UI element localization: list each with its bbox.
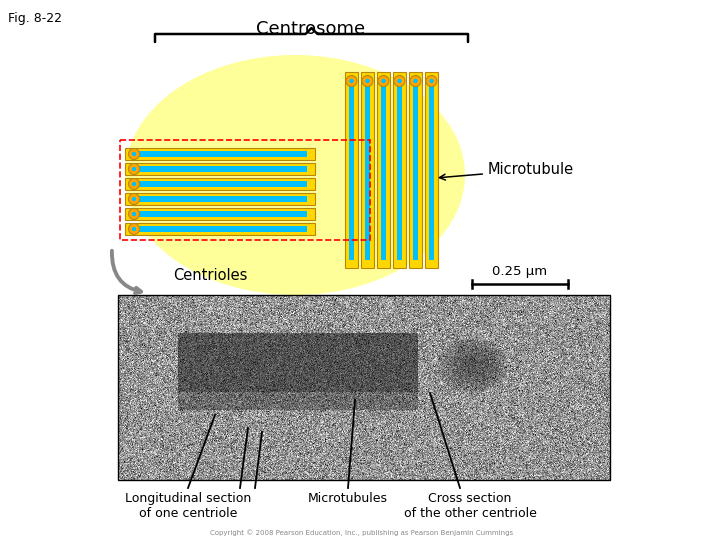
Bar	[118, 295, 610, 480]
Text: Centrosome: Centrosome	[256, 20, 366, 38]
Bar	[345, 72, 358, 268]
Bar	[133, 197, 307, 201]
Bar	[133, 181, 307, 186]
Circle shape	[429, 79, 433, 83]
Circle shape	[413, 79, 418, 83]
Text: 0.25 μm: 0.25 μm	[492, 265, 548, 278]
Circle shape	[397, 79, 402, 83]
Text: Cross section
of the other centriole: Cross section of the other centriole	[404, 492, 536, 520]
Circle shape	[132, 182, 136, 186]
Bar	[377, 72, 390, 268]
Bar	[133, 226, 307, 232]
Circle shape	[410, 76, 421, 86]
Bar	[425, 72, 438, 268]
Bar	[125, 178, 315, 190]
Bar	[125, 208, 315, 220]
Circle shape	[394, 76, 405, 86]
Text: Microtubule: Microtubule	[439, 163, 574, 180]
Bar	[125, 223, 315, 235]
Circle shape	[128, 148, 140, 159]
Circle shape	[128, 164, 140, 174]
Bar	[125, 163, 315, 175]
Circle shape	[128, 193, 140, 205]
Circle shape	[382, 79, 386, 83]
Circle shape	[349, 79, 354, 83]
Circle shape	[426, 76, 437, 86]
Circle shape	[128, 208, 140, 219]
Bar	[393, 72, 406, 268]
Circle shape	[362, 76, 373, 86]
Bar	[397, 80, 402, 260]
Circle shape	[132, 197, 136, 201]
Circle shape	[128, 179, 140, 190]
Bar	[125, 193, 315, 205]
Circle shape	[132, 212, 136, 216]
Circle shape	[346, 76, 357, 86]
Bar	[348, 80, 354, 260]
Circle shape	[132, 152, 136, 156]
Circle shape	[132, 167, 136, 171]
Bar	[120, 140, 370, 240]
Circle shape	[378, 76, 389, 86]
Text: Longitudinal section
of one centriole: Longitudinal section of one centriole	[125, 492, 251, 520]
Circle shape	[365, 79, 369, 83]
Bar	[413, 80, 418, 260]
Bar	[361, 72, 374, 268]
Bar	[133, 166, 307, 172]
Ellipse shape	[125, 55, 465, 295]
Bar	[365, 80, 370, 260]
Text: Fig. 8-22: Fig. 8-22	[8, 12, 62, 25]
Bar	[133, 212, 307, 217]
Bar	[125, 148, 315, 160]
Bar	[133, 152, 307, 157]
Text: Microtubules: Microtubules	[308, 492, 388, 505]
Circle shape	[128, 224, 140, 234]
Text: Centrioles: Centrioles	[173, 268, 247, 283]
Circle shape	[132, 227, 136, 231]
Text: Copyright © 2008 Pearson Education, Inc., publishing as Pearson Benjamin Cumming: Copyright © 2008 Pearson Education, Inc.…	[210, 529, 513, 536]
Bar	[429, 80, 434, 260]
Bar	[381, 80, 386, 260]
Bar	[409, 72, 422, 268]
